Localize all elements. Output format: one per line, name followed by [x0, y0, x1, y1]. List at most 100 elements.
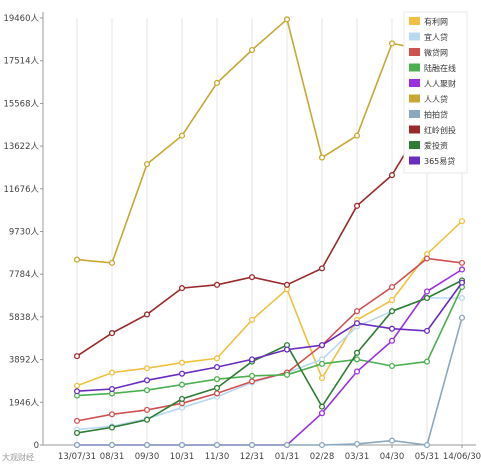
legend-label: 有利网 — [424, 17, 448, 27]
data-point — [213, 376, 221, 383]
series-group — [73, 283, 466, 399]
data-point — [73, 417, 81, 424]
data-point — [248, 378, 256, 385]
data-point — [283, 16, 291, 23]
y-tick-label: 3892人 — [9, 356, 40, 366]
x-tick-label: 01/31 — [275, 452, 300, 462]
legend-swatch — [409, 63, 420, 72]
data-point — [178, 132, 186, 139]
y-tick-label: 1946人 — [9, 398, 40, 408]
data-point — [318, 360, 326, 367]
data-point — [143, 416, 151, 423]
data-point — [143, 387, 151, 394]
data-point — [353, 368, 361, 375]
y-tick-label: 0 — [34, 441, 39, 451]
series-group — [73, 279, 466, 395]
legend-label: 宜人贷 — [424, 32, 448, 42]
data-point — [318, 154, 326, 161]
data-point — [248, 274, 256, 281]
legend-swatch — [409, 17, 420, 25]
x-tick-label: 09/30 — [135, 452, 160, 462]
data-point — [143, 441, 151, 449]
data-point — [73, 382, 81, 389]
data-point — [388, 337, 396, 344]
legend-swatch — [409, 32, 420, 41]
data-point — [108, 369, 116, 376]
x-tick-label: 10/31 — [170, 452, 195, 462]
data-point — [388, 308, 396, 315]
data-point — [213, 441, 221, 449]
data-point — [458, 266, 466, 273]
data-point — [318, 403, 326, 410]
data-point — [108, 259, 116, 266]
data-point — [458, 314, 466, 321]
data-point — [423, 327, 431, 334]
series-group — [73, 218, 466, 389]
data-point — [73, 388, 81, 395]
data-point — [388, 325, 396, 332]
data-point — [458, 294, 466, 302]
data-point — [108, 411, 116, 418]
data-point — [423, 288, 431, 295]
data-point — [178, 285, 186, 292]
legend-label: 365易贷 — [424, 156, 455, 166]
x-tick-label: 08/31 — [100, 452, 125, 462]
data-point — [213, 281, 221, 288]
series-group — [73, 277, 466, 436]
data-point — [213, 384, 221, 391]
data-point — [318, 265, 326, 272]
data-point — [318, 342, 326, 349]
legend-swatch — [409, 125, 420, 134]
data-point — [353, 349, 361, 356]
data-point — [108, 330, 116, 337]
legend-swatch — [409, 156, 420, 165]
y-tick-label: 9730人 — [9, 228, 40, 238]
legend-label: 人人聚财 — [424, 79, 456, 89]
data-point — [213, 355, 221, 362]
data-point — [388, 437, 396, 444]
legend-label: 人人贷 — [424, 94, 448, 104]
data-point — [73, 256, 81, 263]
series-group — [73, 314, 466, 449]
data-point — [388, 172, 396, 179]
legend-swatch — [409, 48, 420, 56]
x-tick-label: 12/31 — [240, 452, 265, 462]
legend-label: 拍拍贷 — [424, 110, 448, 120]
data-point — [423, 358, 431, 365]
data-point — [178, 395, 186, 402]
x-tick-label: 02/28 — [310, 452, 335, 462]
data-point — [178, 381, 186, 388]
data-point — [388, 283, 396, 291]
y-tick-label: 5838人 — [9, 313, 40, 323]
series-line — [76, 220, 463, 387]
data-point — [353, 440, 361, 447]
series-line — [76, 115, 463, 357]
data-point — [458, 259, 466, 266]
series-line — [76, 279, 463, 434]
series-group — [73, 255, 466, 424]
series-line — [76, 17, 463, 264]
series-line — [77, 317, 463, 446]
data-point — [458, 218, 466, 225]
data-point — [143, 161, 151, 168]
legend-label: 陆融在线 — [424, 63, 456, 73]
legend-label: 微贷网 — [424, 48, 448, 58]
data-point — [423, 294, 431, 302]
data-point — [143, 311, 151, 318]
legend-swatch — [409, 94, 420, 103]
data-point — [213, 364, 221, 371]
series-line — [77, 268, 463, 446]
series-line — [76, 282, 463, 392]
legend-swatch — [409, 141, 420, 149]
legend-swatch — [409, 110, 420, 118]
data-point — [108, 441, 116, 449]
data-point — [283, 281, 291, 288]
data-point — [178, 441, 186, 449]
data-point — [213, 79, 221, 86]
series-line — [76, 257, 463, 422]
data-point — [143, 365, 151, 372]
y-tick-label: 15568人 — [3, 99, 39, 109]
y-tick-label: 11676人 — [3, 185, 39, 195]
